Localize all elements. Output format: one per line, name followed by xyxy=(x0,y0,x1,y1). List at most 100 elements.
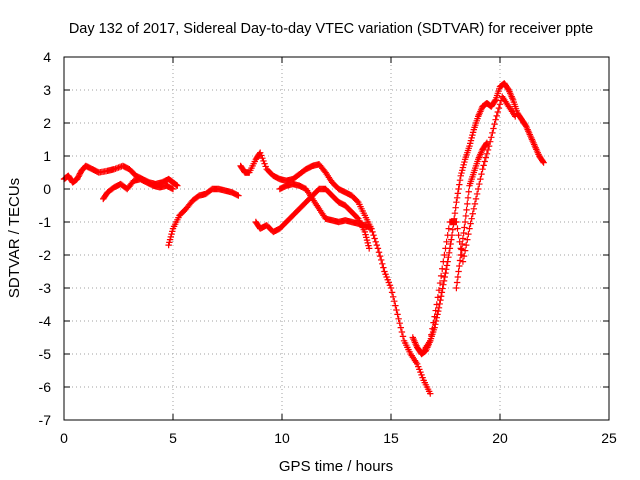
data-point xyxy=(379,260,386,267)
data-point xyxy=(361,228,369,236)
data-point xyxy=(418,371,425,379)
data-point xyxy=(457,245,464,252)
data-point xyxy=(455,268,462,275)
data-point xyxy=(413,360,421,368)
data-point xyxy=(165,241,172,249)
data-point xyxy=(470,205,478,212)
data-point xyxy=(466,142,473,150)
data-point xyxy=(427,390,434,397)
data-point xyxy=(471,200,479,208)
y-tick-label: 1 xyxy=(43,148,51,164)
data-point xyxy=(435,304,443,311)
data-point xyxy=(456,262,463,270)
data-point xyxy=(453,218,460,226)
axis-ticks xyxy=(63,56,610,421)
data-point xyxy=(261,160,268,167)
data-point xyxy=(442,245,449,252)
data-point xyxy=(433,301,440,308)
data-point xyxy=(166,236,174,243)
data-point xyxy=(456,257,464,264)
data-point xyxy=(430,319,437,326)
data-point xyxy=(459,258,467,265)
data-point xyxy=(375,249,383,256)
data-point xyxy=(76,170,84,177)
data-point xyxy=(453,194,461,201)
data-point xyxy=(262,163,269,170)
data-point xyxy=(460,252,468,260)
data-point xyxy=(484,146,492,154)
data-point xyxy=(167,233,175,241)
y-tick-label: 0 xyxy=(43,181,51,197)
data-point xyxy=(389,293,397,300)
data-point xyxy=(440,281,447,288)
data-point xyxy=(472,195,480,203)
x-tick-label: 0 xyxy=(60,430,68,446)
data-point xyxy=(442,269,449,277)
data-point xyxy=(368,225,375,232)
data-point xyxy=(439,265,446,272)
data-point xyxy=(417,368,424,376)
data-point xyxy=(374,245,382,252)
data-point xyxy=(473,190,481,198)
data-points xyxy=(60,80,547,397)
data-point xyxy=(388,289,396,296)
data-point xyxy=(445,254,452,261)
data-point xyxy=(369,228,376,236)
data-point xyxy=(377,256,385,264)
data-point xyxy=(459,240,466,248)
chart-title: Day 132 of 2017, Sidereal Day-to-day VTE… xyxy=(69,21,593,37)
x-tick-label: 15 xyxy=(383,430,399,446)
data-point xyxy=(363,236,371,244)
data-point xyxy=(392,302,399,309)
data-point xyxy=(354,214,361,221)
data-point xyxy=(468,215,475,222)
data-point xyxy=(467,137,475,144)
data-point xyxy=(463,206,470,214)
y-tick-label: -3 xyxy=(39,280,52,296)
data-point xyxy=(397,324,405,331)
data-point xyxy=(443,238,450,245)
data-point xyxy=(522,122,529,129)
data-point xyxy=(453,284,460,292)
data-point xyxy=(461,218,469,226)
data-point xyxy=(464,200,471,208)
data-point xyxy=(443,262,451,269)
data-point xyxy=(461,247,469,254)
data-point xyxy=(235,192,242,199)
series-track-g xyxy=(409,80,547,358)
data-point xyxy=(437,272,445,280)
data-point xyxy=(432,307,439,314)
data-point xyxy=(449,226,456,233)
data-point xyxy=(419,374,426,381)
data-point xyxy=(493,112,500,120)
data-point xyxy=(393,306,400,314)
data-point xyxy=(455,232,462,239)
series-track-a xyxy=(60,162,181,189)
data-point xyxy=(437,293,445,300)
data-point xyxy=(384,276,391,283)
data-point xyxy=(459,235,467,242)
data-point xyxy=(476,180,483,188)
data-point xyxy=(258,152,265,159)
data-point xyxy=(454,190,462,197)
data-point xyxy=(73,175,81,183)
x-tick-labels: 0 5 10 15 20 25 xyxy=(60,430,617,446)
y-tick-label: -4 xyxy=(39,313,52,329)
data-point xyxy=(480,162,487,169)
data-point xyxy=(457,172,464,179)
data-point xyxy=(478,170,485,178)
data-point xyxy=(494,108,502,116)
data-point xyxy=(259,155,266,162)
data-point xyxy=(461,224,468,231)
y-axis-label: SDTVAR / TECUs xyxy=(6,178,23,298)
series-track-c xyxy=(165,185,242,249)
data-point xyxy=(383,273,390,281)
data-point xyxy=(491,97,499,105)
data-point xyxy=(260,157,267,165)
data-point xyxy=(475,185,482,193)
data-point xyxy=(373,241,381,249)
y-tick-labels: -7 -6 -5 -4 -3 -2 -1 0 1 2 3 4 xyxy=(39,49,52,428)
data-point xyxy=(169,228,176,235)
data-point xyxy=(482,140,490,148)
data-point xyxy=(174,182,181,189)
